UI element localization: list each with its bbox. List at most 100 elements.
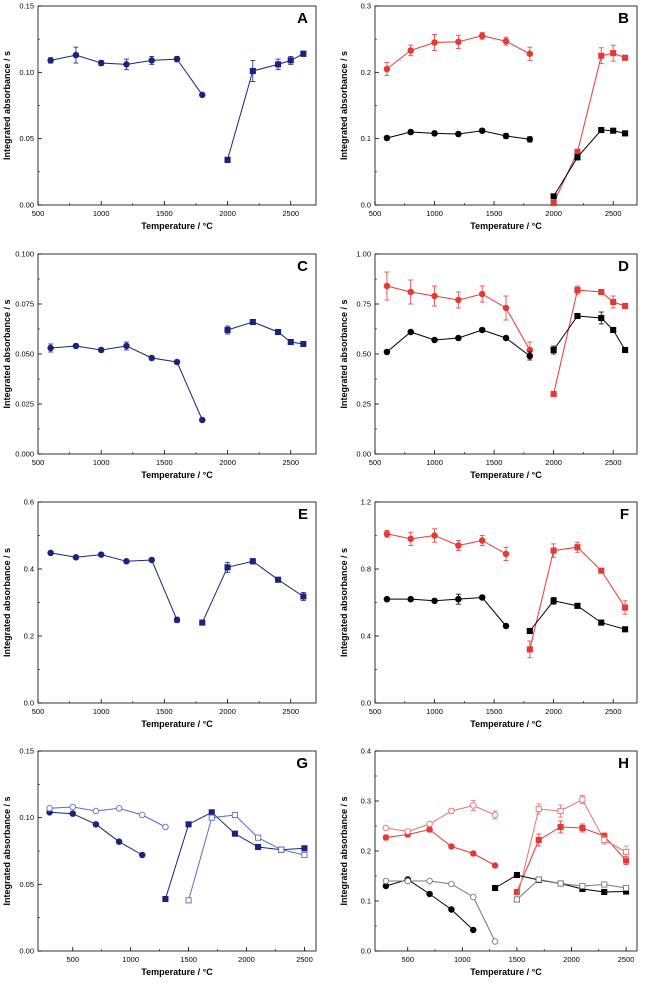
x-tick-label: 2500 <box>605 707 622 716</box>
data-point <box>275 328 282 336</box>
data-point <box>383 134 391 142</box>
data-point <box>601 888 608 896</box>
x-tick-label: 2000 <box>545 707 562 716</box>
data-point <box>431 336 438 344</box>
data-point <box>455 130 462 138</box>
data-point <box>623 884 630 892</box>
series-black-filled-circles <box>382 876 477 934</box>
series-blue-open-squares <box>185 811 308 904</box>
x-axis-title: Temperature / °C <box>470 470 542 480</box>
data-point <box>502 334 510 342</box>
data-point <box>550 390 557 398</box>
data-point <box>550 547 557 554</box>
plot-frame <box>374 750 638 952</box>
panel-d: 500 1000 1500 2000 2500 0.00 0.25 0.50 0.75 1.00 T… <box>339 250 638 480</box>
x-tick-label: 500 <box>66 955 79 964</box>
panel-label: D <box>618 258 629 275</box>
series-line <box>385 828 496 866</box>
data-point <box>622 302 629 310</box>
series-line <box>49 811 143 856</box>
data-point <box>478 537 486 544</box>
data-point <box>231 811 238 819</box>
data-point <box>502 304 510 312</box>
data-point <box>47 549 54 557</box>
data-point <box>287 57 294 64</box>
data-point <box>383 530 391 538</box>
x-tick-label: 2000 <box>238 955 255 964</box>
data-point <box>123 61 130 68</box>
x-tick-label: 500 <box>32 707 45 716</box>
x-tick-label: 2500 <box>618 955 635 964</box>
x-tick-label: 2500 <box>282 707 299 716</box>
panel-label: G <box>296 755 308 772</box>
data-point <box>199 416 206 424</box>
series-red-circles <box>383 32 534 77</box>
y-tick-label: 0.1 <box>361 134 371 143</box>
x-tick-label: 1500 <box>486 707 503 716</box>
data-point <box>478 290 486 298</box>
data-point <box>162 895 169 903</box>
y-tick-label: 0.00 <box>19 201 34 210</box>
data-point <box>550 193 557 200</box>
plot-frame <box>37 501 317 704</box>
y-axis-title: Integrated absorbance / s <box>2 548 12 657</box>
series-line <box>553 129 626 197</box>
y-tick-label: 0.4 <box>361 632 371 641</box>
series-grey-open-squares <box>513 876 630 903</box>
data-point <box>275 576 282 583</box>
data-point <box>224 564 231 571</box>
series-black-circles <box>383 127 534 143</box>
data-point <box>610 50 617 57</box>
data-point <box>550 199 557 207</box>
data-point <box>598 619 605 626</box>
y-tick-label: 0.050 <box>15 350 34 359</box>
x-tick-label: 1000 <box>454 955 471 964</box>
data-point <box>47 57 54 64</box>
data-point <box>598 567 605 574</box>
series-black-squares <box>526 597 629 635</box>
data-point <box>598 52 605 59</box>
data-point <box>502 550 510 558</box>
data-point <box>97 59 105 67</box>
x-tick-label: 2500 <box>282 458 299 467</box>
y-tick-label: 0.0 <box>361 947 371 956</box>
series-red-circles <box>383 271 534 359</box>
y-tick-label: 0.25 <box>356 400 371 409</box>
data-point <box>69 803 76 811</box>
series-line <box>201 560 304 623</box>
data-point <box>97 346 105 354</box>
data-point <box>491 938 499 945</box>
series-blue-filled-circles <box>46 809 146 859</box>
plot-frame <box>37 5 317 206</box>
data-point <box>610 298 617 306</box>
plot-frame <box>374 5 638 206</box>
x-tick-label: 1500 <box>180 955 197 964</box>
series-line <box>516 798 627 900</box>
data-point <box>300 50 307 57</box>
y-tick-label: 1.00 <box>356 250 371 259</box>
data-point <box>69 810 76 817</box>
series-red-filled-circles <box>382 826 499 869</box>
data-point <box>404 828 412 835</box>
plot-frame <box>37 750 317 952</box>
x-tick-label: 2500 <box>605 458 622 467</box>
x-tick-label: 1000 <box>426 707 443 716</box>
data-point <box>502 132 510 140</box>
data-point <box>407 47 414 54</box>
data-point <box>513 896 520 903</box>
y-tick-label: 0.05 <box>19 880 34 889</box>
data-point <box>623 848 630 856</box>
panel-e: 500 1000 1500 2000 2500 0.0 0.2 0.4 0.6 Temperatu… <box>2 498 317 729</box>
y-tick-label: 0.15 <box>19 747 34 756</box>
series-blue-squares <box>224 50 307 163</box>
data-point <box>470 893 477 901</box>
series-line <box>188 814 305 901</box>
y-tick-label: 0.100 <box>15 250 34 259</box>
data-point <box>208 814 215 821</box>
series-grey-open-circles <box>382 877 499 945</box>
data-point <box>382 834 390 841</box>
data-point <box>448 880 455 888</box>
series-line <box>227 53 304 161</box>
data-point <box>610 326 617 334</box>
y-tick-label: 0.75 <box>356 300 371 309</box>
